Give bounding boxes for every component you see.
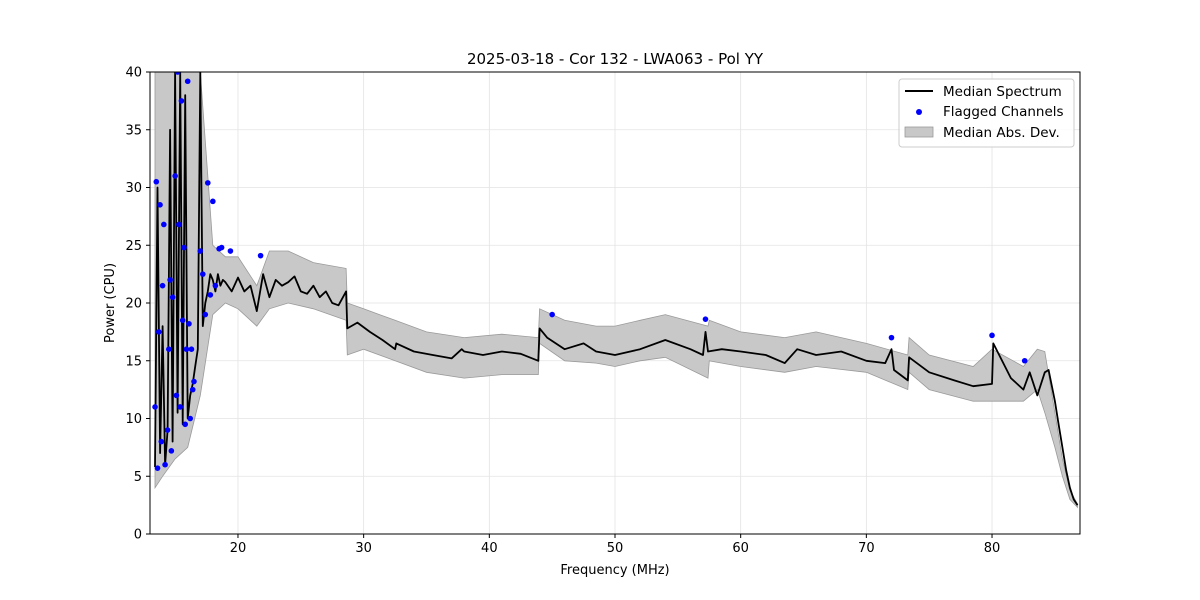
flagged-channel-point <box>167 277 173 283</box>
flagged-channel-point <box>207 292 214 298</box>
flagged-channel-point <box>549 311 555 318</box>
axis-ticks: 20 30 40 50 60 70 80 0 5 10 15 20 25 30 35 40 <box>125 66 1000 557</box>
legend-dot-swatch <box>916 109 922 115</box>
flagged-channel-point <box>166 346 172 353</box>
x-tick-label: 70 <box>858 541 875 556</box>
x-axis-label: Frequency (MHz) <box>560 563 669 578</box>
flagged-channel-point <box>188 346 195 353</box>
flagged-channel-point <box>187 415 194 422</box>
y-tick-label: 40 <box>125 66 142 81</box>
flagged-channel-point <box>184 78 191 85</box>
flagged-channel-point <box>989 332 995 339</box>
flagged-channel-point <box>888 334 895 341</box>
flagged-channel-point <box>173 392 180 399</box>
x-tick-label: 80 <box>984 541 1001 556</box>
flagged-channel-point <box>155 329 162 335</box>
legend: Median Spectrum Flagged Channels Median … <box>898 78 1075 148</box>
x-tick-label: 30 <box>355 541 372 556</box>
y-tick-label: 10 <box>125 412 142 427</box>
flagged-channel-point <box>181 244 187 251</box>
y-tick-label: 30 <box>125 181 142 196</box>
y-tick-label: 35 <box>125 123 142 138</box>
flagged-channel-point <box>1021 357 1028 364</box>
x-tick-label: 40 <box>481 541 498 556</box>
flagged-channel-point <box>227 248 234 254</box>
flagged-channel-point <box>168 448 175 454</box>
x-tick-label: 20 <box>230 541 247 556</box>
median-spectrum-line <box>154 72 1079 506</box>
flagged-channel-point <box>182 421 188 428</box>
flagged-channel-point <box>218 244 225 251</box>
flagged-channel-point <box>702 316 709 322</box>
flagged-channel-point <box>157 202 163 208</box>
flagged-channel-point <box>202 311 209 318</box>
x-tick-label: 60 <box>732 541 749 556</box>
flagged-channel-point <box>191 378 197 385</box>
plot-area <box>152 72 1079 509</box>
legend-label-median: Median Spectrum <box>943 84 1062 100</box>
y-tick-label: 5 <box>134 470 142 485</box>
legend-box <box>898 78 1075 148</box>
flagged-channel-point <box>172 173 178 179</box>
flagged-channel-point <box>158 438 165 445</box>
flagged-channel-point <box>159 282 166 289</box>
y-tick-label: 15 <box>125 354 142 369</box>
flagged-channel-point <box>161 221 167 228</box>
flagged-channel-point <box>164 427 171 433</box>
y-tick-label: 0 <box>134 528 142 543</box>
y-tick-label: 20 <box>125 297 142 312</box>
flagged-channel-point <box>179 317 186 324</box>
flagged-channel-point <box>205 180 211 186</box>
flagged-channel-point <box>162 461 168 468</box>
flagged-channel-point <box>178 98 185 104</box>
flagged-channel-point <box>197 248 204 254</box>
chart-title: 2025-03-18 - Cor 132 - LWA063 - Pol YY <box>467 50 764 68</box>
flagged-channel-point <box>210 198 216 205</box>
legend-label-flagged: Flagged Channels <box>943 104 1064 120</box>
y-axis-label: Power (CPU) <box>103 263 118 343</box>
legend-band-swatch <box>904 126 934 138</box>
mad-band <box>154 72 1078 509</box>
flagged-channel-point <box>177 404 183 410</box>
flagged-channel-point <box>169 294 176 301</box>
flagged-channel-point <box>152 404 158 410</box>
legend-label-mad: Median Abs. Dev. <box>943 125 1060 141</box>
flagged-channel-point <box>199 271 206 277</box>
flagged-channel-point <box>174 72 181 75</box>
flagged-channel-point <box>212 282 219 289</box>
flagged-channel-point <box>176 221 182 228</box>
x-tick-label: 50 <box>607 541 624 556</box>
flagged-channel-point <box>154 465 161 471</box>
flagged-channel-point <box>257 252 264 259</box>
flagged-channel-point <box>183 346 190 353</box>
flagged-channel-point <box>153 178 160 185</box>
flagged-channel-point <box>186 320 192 327</box>
y-tick-label: 25 <box>125 239 142 254</box>
flagged-channel-point <box>189 386 196 393</box>
